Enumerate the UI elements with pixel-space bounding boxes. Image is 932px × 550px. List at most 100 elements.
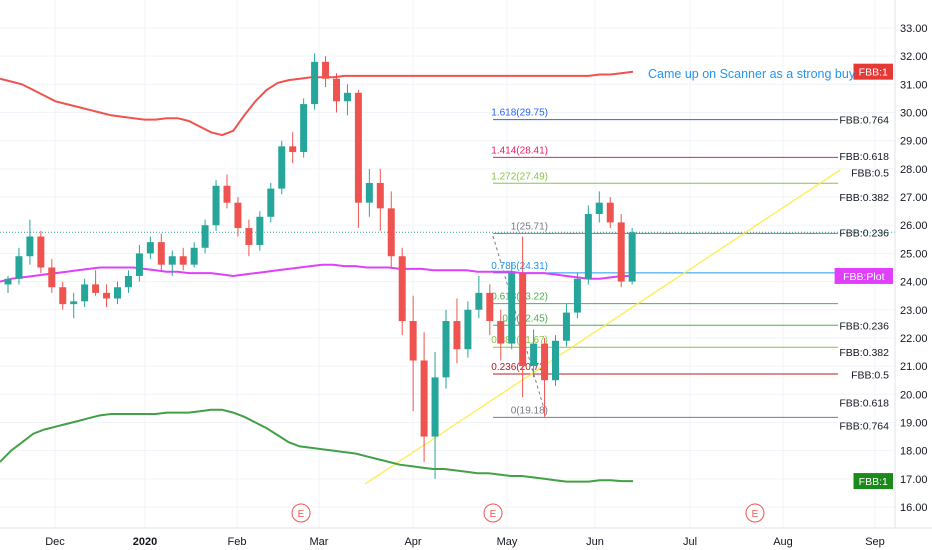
fib-level-label: 0.786(24.31) [491,261,548,272]
bollinger-bands [0,70,634,483]
candle-body [617,222,625,282]
candle-body [606,202,614,223]
candle-body [365,182,373,203]
price-axis[interactable]: 16.00 17.00 18.00 19.00 20.00 21.00 22.00 23.00… [834,0,928,528]
candle-body [135,253,143,276]
x-tick-label: 2020 [133,536,157,548]
candle-body [245,228,253,245]
candle-body [442,321,450,378]
y-tick-label: 29.00 [900,136,928,148]
candle-body [322,61,330,79]
earnings-marker[interactable] [745,503,765,523]
fbb-axis-label: FBB:0.5 [851,370,889,382]
lower-band-line [0,408,633,483]
candle-body [486,292,494,322]
candle-body [595,202,603,214]
time-axis[interactable]: Dec 2020 Feb Mar Apr May Jun Jul Aug Sep [0,527,932,548]
candle-body [212,185,220,226]
fib-level-label: 0(19.18) [511,405,548,416]
candle-body [179,256,187,265]
grid-lines [0,0,895,528]
fbb-badge [853,63,893,80]
uptrend-line[interactable] [364,169,841,485]
y-tick-label: 21.00 [900,361,928,373]
fbb-axis-label: FBB:0.618 [839,151,889,163]
fbb-axis-label: FBB:0.764 [839,420,889,432]
x-tick-label: Feb [228,536,247,548]
x-tick-label: Sep [865,536,885,548]
fib-level-label: 1.272(27.49) [491,171,548,182]
candle-body [562,312,570,341]
candle-body [497,321,505,344]
x-tick-label: Jul [683,536,697,548]
candle-body [81,284,89,302]
candle-body [4,278,12,285]
candle-body [256,216,264,245]
candle-body [431,377,439,437]
candle-body [541,343,549,381]
fbb-badge-label: FBB:1 [859,476,888,488]
candle-body [519,273,527,367]
candle-body [201,225,209,248]
y-tick-label: 26.00 [900,220,928,232]
candle-body [114,287,121,299]
candles [4,53,636,479]
candle-body [628,232,636,282]
x-tick-label: May [497,536,518,548]
y-tick-label: 31.00 [900,79,928,91]
earnings-marker-label: E [298,509,305,520]
fib-swing-line [492,235,546,413]
candle-body [409,321,417,361]
fib-level-label: 1(25.71) [511,221,548,232]
candle-body [333,78,340,102]
candle-body [311,61,319,105]
fbb-badge-label: FBB:Plot [843,271,885,283]
candle-body [103,292,111,299]
fbb-badge [834,267,893,284]
candle-body [508,273,516,344]
candle-body [37,236,45,268]
candle-body [387,208,395,257]
candle-body [26,236,34,257]
fib-level-label: 1.414(28.41) [491,145,548,156]
y-tick-label: 17.00 [900,474,928,486]
candle-body [48,267,56,288]
y-tick-label: 22.00 [900,333,928,345]
y-tick-label: 27.00 [900,192,928,204]
fbb-axis-label: FBB:0.382 [839,192,889,204]
candle-body [92,284,100,293]
candle-body [354,92,362,203]
earnings-marker[interactable] [291,503,311,523]
x-tick-label: Jun [586,536,604,548]
candle-body [278,146,286,189]
candle-body [234,202,242,229]
trend-lines [364,169,841,485]
candle-body [453,321,461,350]
y-tick-label: 19.00 [900,417,928,429]
candle-body [124,275,132,288]
candle-body [300,104,308,152]
y-tick-label: 24.00 [900,277,928,289]
fbb-axis-label: FBB:0.764 [839,115,889,127]
candle-body [475,292,483,310]
candle-body [530,343,538,367]
x-tick-label: Dec [45,536,65,548]
earnings-marker-label: E [752,509,759,520]
y-tick-label: 16.00 [900,502,928,514]
earnings-marker[interactable] [483,503,503,523]
candle-body [223,185,231,203]
candle-body [398,256,406,322]
fbb-axis-label: FBB:0.236 [839,320,889,332]
candle-body [190,247,198,265]
fib-level-label: 1.618(29.75) [491,108,548,119]
candle-body [157,242,165,265]
fbb-badge [853,473,893,490]
fbb-axis-label: FBB:0.382 [839,347,889,359]
y-tick-label: 28.00 [900,164,928,176]
earnings-marker-label: E [490,509,497,520]
x-tick-label: Aug [773,536,793,548]
middle-band-line [0,263,633,283]
candle-body [146,242,154,254]
candle-body [70,301,78,305]
